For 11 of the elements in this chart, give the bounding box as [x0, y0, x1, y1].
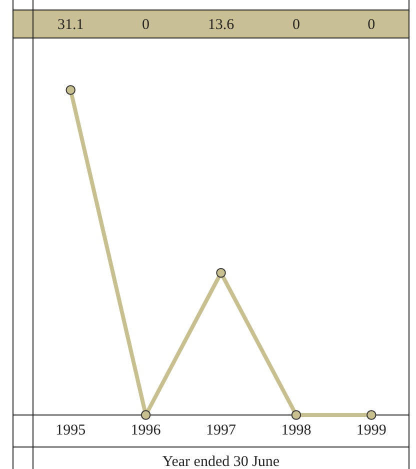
- data-label: 0: [142, 17, 150, 33]
- x-tick-label: 1995: [56, 422, 86, 439]
- x-tick-label: 1999: [356, 422, 386, 439]
- x-tick-label: 1998: [281, 422, 312, 439]
- data-label: 0: [292, 17, 300, 33]
- x-tick-label: 1997: [206, 422, 236, 439]
- data-label: 0: [368, 17, 376, 33]
- data-label: 31.1: [57, 17, 84, 33]
- x-tick-label: 1996: [130, 422, 162, 439]
- x-axis-title: Year ended 30 June: [162, 454, 280, 469]
- data-label: 13.6: [208, 17, 235, 33]
